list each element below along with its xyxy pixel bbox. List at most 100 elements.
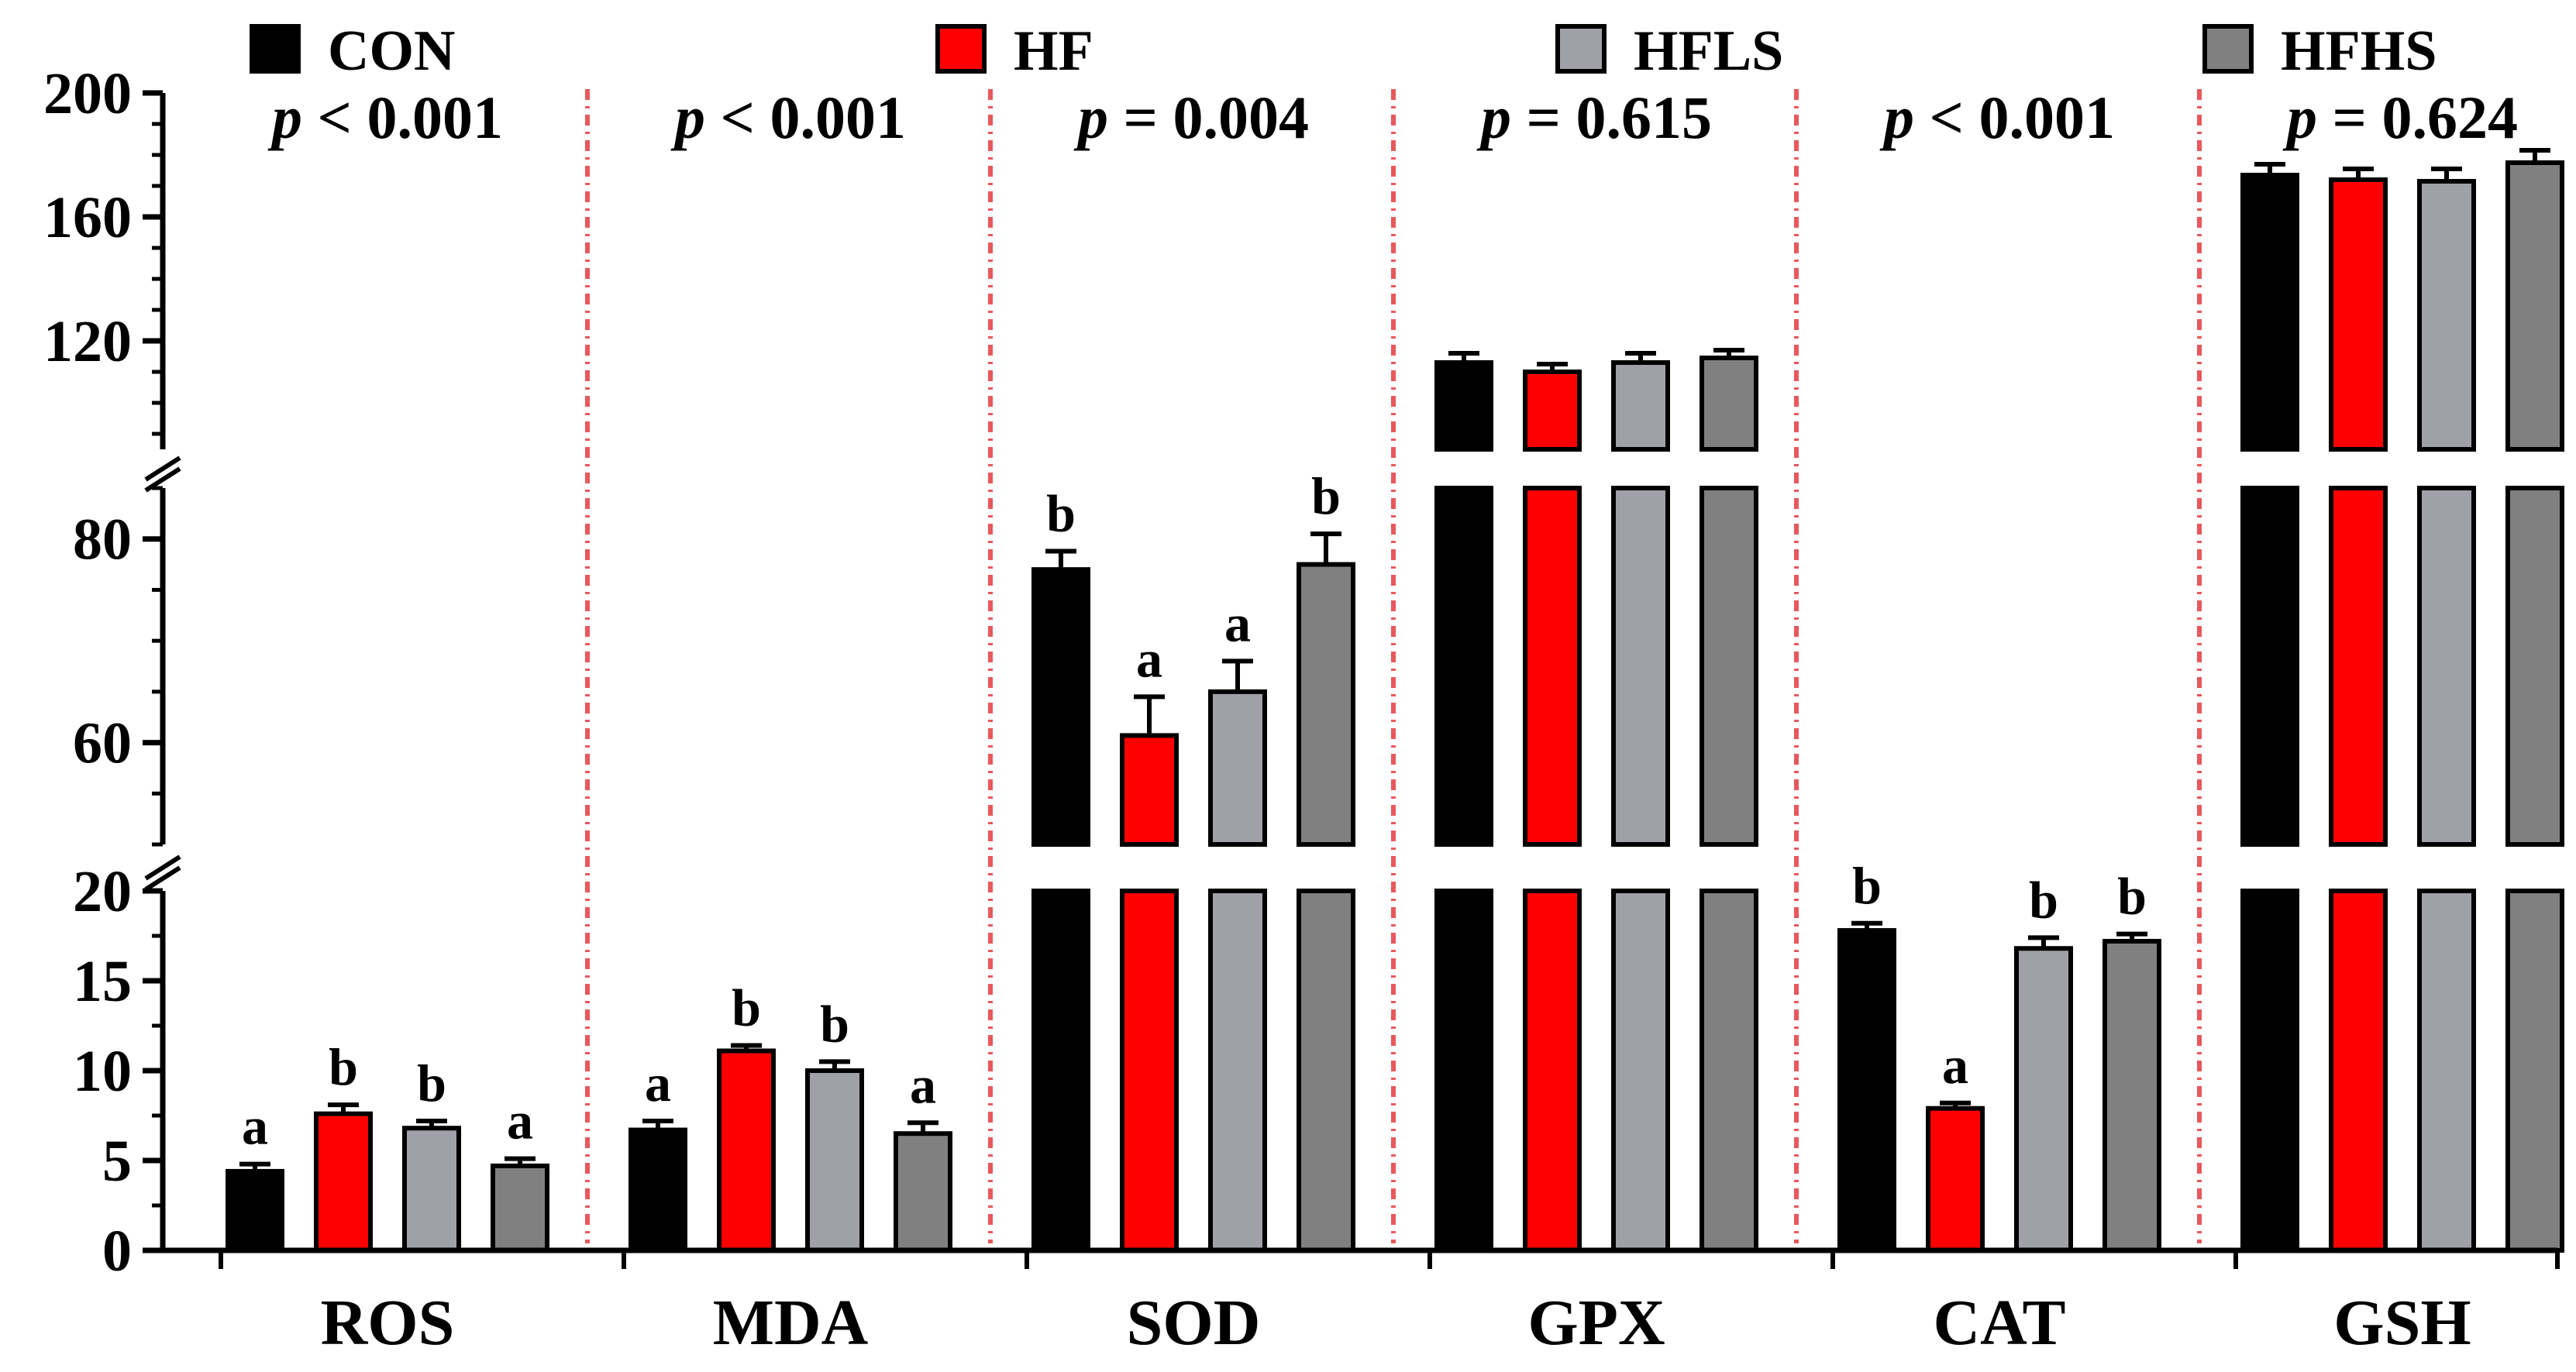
bar [1208, 689, 1267, 847]
p-value-annotation: p < 0.001 [670, 84, 906, 151]
bar [2240, 889, 2299, 1253]
p-symbol: p [670, 84, 721, 151]
bar [1120, 733, 1179, 847]
bar [1926, 1106, 1985, 1253]
p-value-annotation: p < 0.001 [1879, 84, 2115, 151]
legend-label: HFHS [2281, 19, 2437, 83]
bar [1208, 889, 1267, 1253]
bars [226, 148, 2564, 1253]
bar [2417, 179, 2476, 452]
significance-letter: b [1852, 856, 1882, 915]
axis-break-mark [144, 854, 181, 881]
significance-letter: a [242, 1097, 268, 1156]
legend-label: HFLS [1634, 19, 1783, 83]
x-tick-label: GPX [1527, 1287, 1665, 1359]
bar [491, 1163, 549, 1253]
x-tick-label: ROS [321, 1287, 455, 1359]
bar [2240, 173, 2299, 452]
legend-swatch [1555, 24, 1607, 74]
y-tick-label: 20 [73, 859, 132, 924]
significance-letter: b [1311, 466, 1341, 525]
significance-letter: b [820, 994, 849, 1053]
y-tick-label: 10 [73, 1039, 132, 1104]
y-tick-label: 120 [43, 309, 132, 374]
axis-break-mark [144, 865, 181, 892]
significance-letter: a [1136, 629, 1162, 688]
significance-letter: a [507, 1092, 533, 1150]
x-tick-label: CAT [1933, 1287, 2065, 1359]
bar [1297, 562, 1355, 847]
y-tick-label: 0 [102, 1219, 132, 1284]
bar [2417, 486, 2476, 847]
bar [717, 1048, 776, 1253]
significance-letter: b [417, 1054, 446, 1112]
bar [2417, 889, 2476, 1253]
p-symbol: p [1476, 84, 1527, 151]
bar [402, 1126, 461, 1253]
p-value-annotation: p < 0.001 [267, 84, 503, 151]
labels: aabbbbaabbabaabb051015206080120160200ROS… [43, 61, 2518, 1359]
bar [1523, 370, 1582, 452]
legend-label: HF [1014, 19, 1093, 83]
legend-swatch [250, 24, 301, 74]
bar [2505, 160, 2564, 452]
p-symbol: p [1879, 84, 1930, 151]
significance-letter: b [1046, 483, 1076, 542]
bar [226, 1168, 284, 1253]
bar [2329, 889, 2388, 1253]
bar [805, 1068, 864, 1253]
legend: CON HF HFLS HFHS [250, 19, 2437, 83]
bar [1611, 889, 1670, 1253]
x-tick-label: GSH [2333, 1287, 2471, 1359]
p-value-text: = 0.624 [2333, 84, 2518, 151]
y-tick-label: 60 [73, 711, 132, 776]
bar [1611, 360, 1670, 452]
p-value-text: < 0.001 [1930, 84, 2115, 151]
significance-letter: b [732, 978, 761, 1037]
bar [314, 1111, 373, 1253]
bar [1700, 356, 1758, 452]
p-symbol: p [2282, 84, 2333, 151]
bar [2240, 486, 2299, 847]
bar [1120, 889, 1179, 1253]
p-symbol: p [267, 84, 318, 151]
bar [1523, 889, 1582, 1253]
y-tick-label: 80 [73, 507, 132, 573]
significance-letter: b [329, 1037, 358, 1096]
y-tick-label: 160 [43, 185, 132, 250]
significance-letter: a [910, 1055, 936, 1114]
bar [2505, 889, 2564, 1253]
p-value-text: = 0.004 [1124, 84, 1309, 151]
bar [2329, 177, 2388, 452]
bar [2505, 486, 2564, 847]
y-tick-label: 15 [73, 949, 132, 1014]
bar [1031, 567, 1090, 848]
significance-letter: b [2117, 867, 2147, 926]
y-tick-label: 200 [43, 61, 132, 126]
p-value-text: < 0.001 [721, 84, 906, 151]
bar [1434, 360, 1493, 452]
bar [894, 1131, 952, 1253]
bar [1611, 486, 1670, 847]
bar [2329, 486, 2388, 847]
legend-swatch [2202, 24, 2254, 74]
bar [1523, 486, 1582, 847]
legend-swatch [935, 24, 987, 74]
significance-letter: a [645, 1054, 671, 1112]
bar [629, 1127, 687, 1253]
axis-break-mark [144, 456, 181, 482]
bar [2014, 946, 2073, 1253]
bar [1837, 928, 1896, 1253]
p-value-text: < 0.001 [318, 84, 503, 151]
p-value-text: = 0.615 [1527, 84, 1712, 151]
significance-letter: b [2029, 870, 2058, 929]
significance-letter: a [1942, 1036, 1968, 1095]
bar [1434, 889, 1493, 1253]
bar [1434, 486, 1493, 847]
bar [1297, 889, 1355, 1253]
significance-letter: a [1224, 593, 1251, 652]
legend-label: CON [328, 19, 455, 83]
axes [143, 90, 2560, 1269]
p-value-annotation: p = 0.004 [1073, 84, 1309, 151]
